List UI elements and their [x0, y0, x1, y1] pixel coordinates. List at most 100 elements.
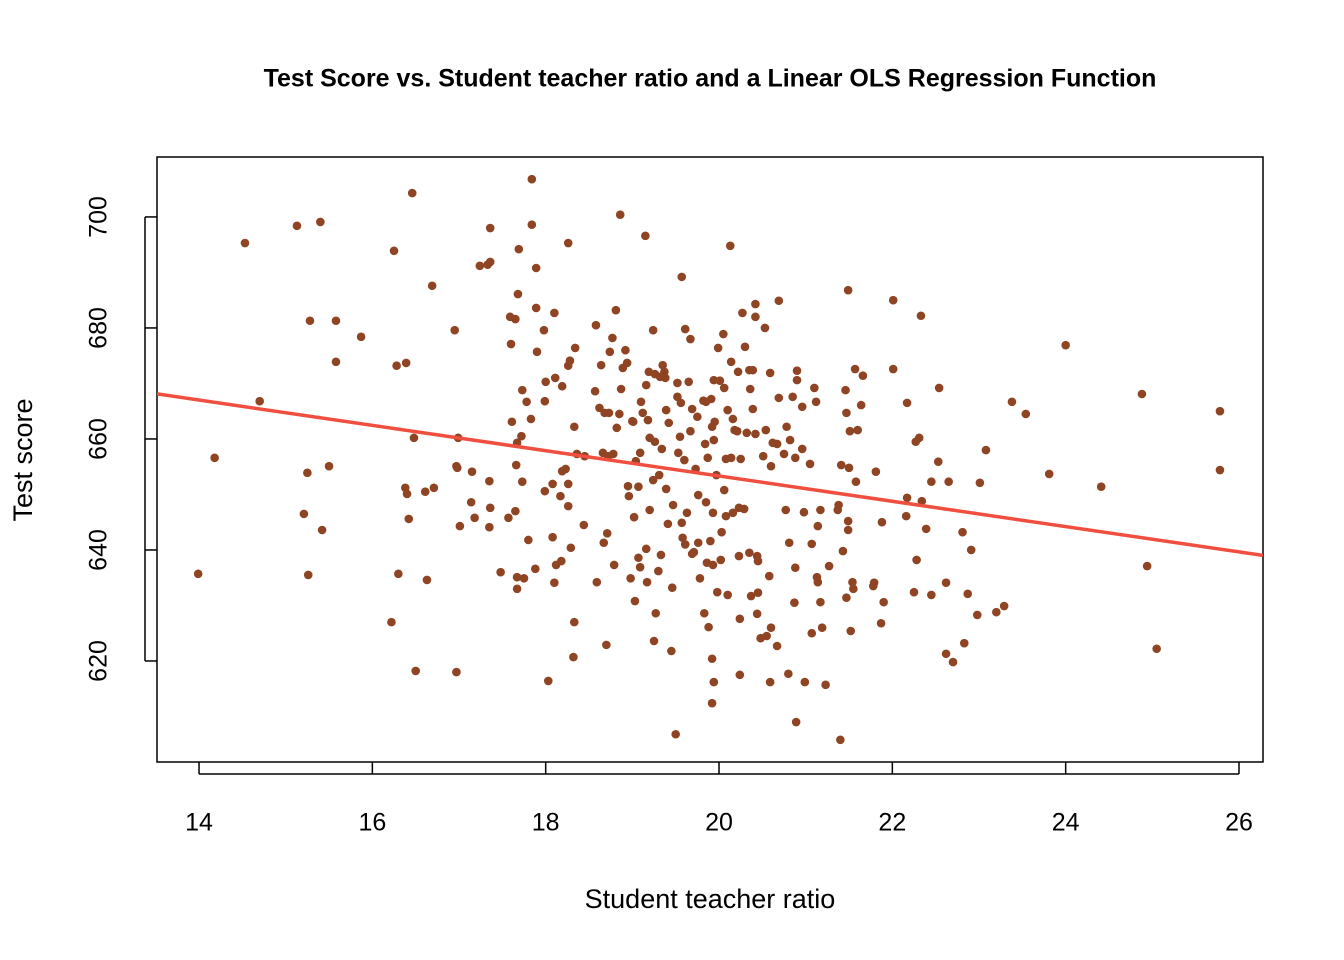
data-point	[843, 285, 853, 295]
data-point	[702, 558, 712, 568]
y-tick-label: 700	[85, 196, 113, 238]
data-point	[590, 386, 600, 396]
data-point	[511, 460, 521, 470]
data-point	[470, 513, 479, 523]
data-point	[843, 516, 853, 526]
y-tick-label: 660	[85, 418, 113, 460]
data-point	[485, 476, 494, 486]
data-point	[569, 422, 579, 432]
data-point	[605, 347, 615, 357]
data-point	[612, 423, 622, 433]
data-point	[531, 303, 541, 313]
y-tick-label: 620	[85, 640, 113, 682]
data-point	[677, 272, 687, 282]
data-point	[485, 503, 495, 513]
data-point	[981, 445, 991, 455]
data-point	[879, 597, 888, 607]
data-point	[911, 437, 921, 447]
data-point	[305, 316, 315, 326]
data-point	[927, 590, 936, 600]
data-point	[324, 461, 334, 471]
data-point	[888, 364, 898, 374]
data-point	[618, 363, 628, 373]
data-point	[811, 397, 821, 407]
data-point	[868, 581, 878, 591]
data-point	[648, 325, 658, 335]
data-point	[485, 522, 494, 532]
data-point	[684, 377, 693, 387]
data-point	[853, 425, 862, 435]
data-point	[966, 545, 976, 555]
data-point	[774, 296, 784, 306]
data-point	[836, 460, 846, 470]
data-point	[331, 357, 341, 367]
data-point	[626, 573, 635, 583]
data-point	[851, 477, 861, 487]
data-point	[611, 305, 621, 315]
data-point	[799, 507, 809, 517]
data-point	[527, 174, 537, 184]
data-point	[623, 481, 633, 491]
data-point	[663, 519, 673, 529]
data-point	[941, 578, 951, 588]
data-point	[941, 649, 951, 659]
data-point	[522, 397, 531, 407]
data-point	[746, 591, 756, 601]
data-point	[506, 339, 516, 349]
data-point	[756, 633, 765, 643]
data-point	[944, 477, 953, 487]
data-point	[790, 453, 800, 463]
data-point	[728, 414, 738, 424]
data-point	[641, 380, 651, 390]
data-point	[740, 342, 750, 352]
data-point	[728, 508, 738, 518]
data-point	[634, 553, 643, 563]
data-point	[539, 325, 549, 335]
data-point	[1007, 397, 1017, 407]
data-point	[303, 570, 313, 580]
data-point	[661, 484, 671, 494]
data-point	[210, 453, 219, 463]
data-point	[680, 324, 690, 334]
data-point	[507, 417, 517, 427]
data-point	[563, 479, 573, 489]
data-point	[760, 323, 770, 333]
data-point	[948, 657, 958, 667]
data-point	[317, 525, 327, 535]
data-point	[550, 308, 559, 318]
data-point	[699, 396, 708, 405]
data-point	[816, 505, 825, 515]
data-point	[701, 497, 711, 507]
x-tick-label: 20	[705, 809, 733, 837]
data-point	[721, 511, 731, 521]
data-point	[842, 593, 851, 603]
data-point	[400, 483, 410, 493]
x-tick-label: 26	[1225, 809, 1253, 837]
data-point	[745, 365, 754, 375]
data-point	[706, 536, 715, 546]
regression-line	[157, 392, 1263, 558]
data-point	[877, 517, 887, 527]
data-point	[595, 403, 604, 413]
data-point	[817, 623, 827, 632]
data-point	[644, 367, 654, 377]
data-point	[602, 640, 611, 650]
data-point	[409, 433, 419, 443]
data-point	[846, 626, 856, 636]
data-point	[916, 311, 926, 321]
data-point	[651, 608, 661, 618]
data-point	[902, 398, 912, 408]
data-point	[766, 461, 776, 471]
data-point	[591, 320, 601, 330]
data-point	[717, 527, 726, 537]
data-point	[608, 333, 617, 343]
data-point	[483, 260, 492, 269]
data-point	[678, 533, 687, 543]
data-point	[693, 538, 703, 548]
data-point	[774, 393, 784, 403]
data-point	[975, 478, 985, 488]
data-point	[630, 596, 640, 606]
data-point	[785, 435, 795, 445]
data-point	[649, 636, 659, 646]
data-point	[699, 608, 709, 618]
